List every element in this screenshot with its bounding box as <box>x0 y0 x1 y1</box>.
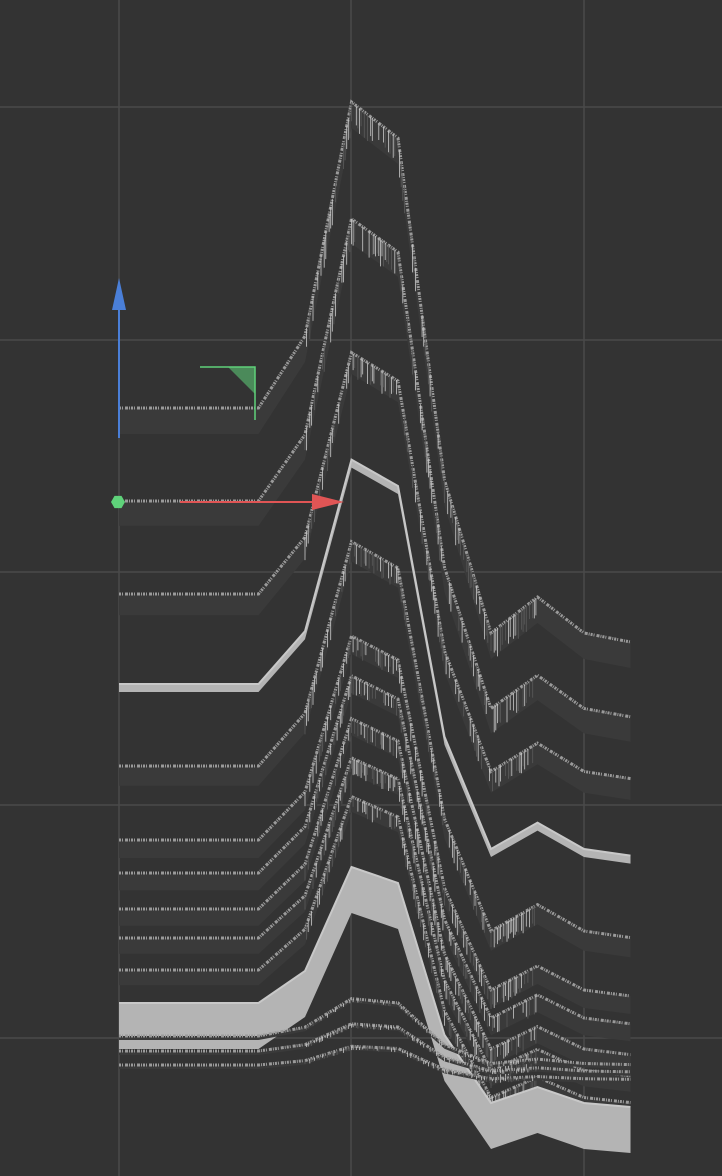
ribbon-layer <box>119 794 631 1118</box>
ribbon-edge <box>119 1044 631 1081</box>
ribbon-edge <box>119 1022 631 1074</box>
ribbon-layer <box>119 865 631 1153</box>
ribbon-edge <box>119 716 631 1057</box>
ribbon-layer <box>119 350 631 800</box>
ribbon-layers <box>119 99 631 1153</box>
ribbon-layer <box>119 673 631 1042</box>
ribbon-layer <box>119 458 631 864</box>
z-axis-handle[interactable] <box>112 278 126 438</box>
ribbon-layer <box>119 997 631 1069</box>
transform-gizmo[interactable] <box>111 278 344 510</box>
plane-handle-icon[interactable] <box>228 367 255 394</box>
ribbon-edge <box>119 997 631 1067</box>
arrow-right-icon[interactable] <box>312 494 344 510</box>
ribbon-layer <box>119 716 631 1072</box>
ribbon-layer <box>119 1044 631 1084</box>
ribbon-edge <box>119 350 631 781</box>
ribbon-layer <box>119 539 631 958</box>
ribbon-layer <box>119 1022 631 1076</box>
plane-handle[interactable] <box>200 366 256 420</box>
ribbon-edge <box>119 794 631 1105</box>
ribbon-layer <box>119 633 631 1014</box>
ribbon-edge <box>119 865 631 1108</box>
ribbon-layer <box>119 99 631 668</box>
x-axis-handle[interactable] <box>180 494 344 510</box>
ribbon-layer <box>119 216 631 742</box>
ribbon-solid-band <box>119 867 631 1153</box>
arrow-up-icon[interactable] <box>112 278 126 310</box>
ribbon-layer <box>119 755 631 1092</box>
ribbon-edge <box>119 458 631 857</box>
ribbon-edge <box>119 539 631 940</box>
ribbon-edge <box>119 216 631 719</box>
hexagon-icon[interactable] <box>111 495 125 509</box>
ribbon-edge <box>119 755 631 1078</box>
